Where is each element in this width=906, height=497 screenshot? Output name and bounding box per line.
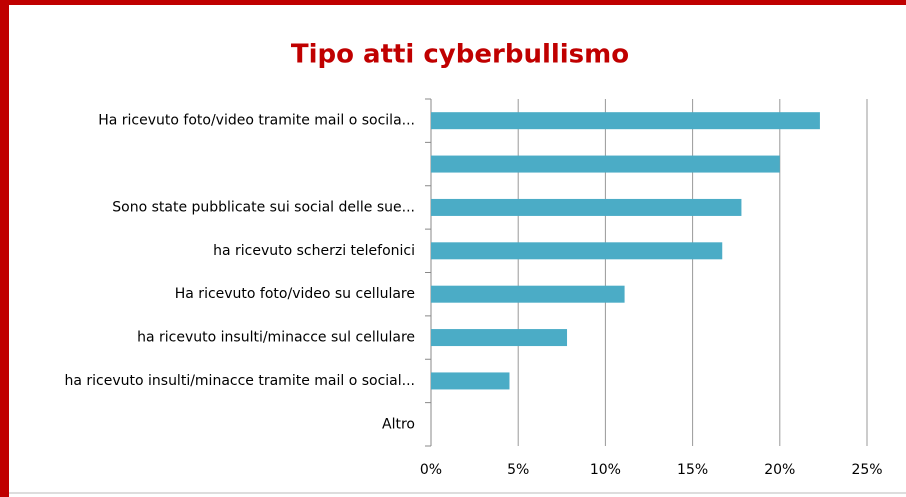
- y-tick-label: Altro: [382, 416, 415, 432]
- x-tick-label: 10%: [590, 462, 621, 478]
- bar: [431, 198, 742, 216]
- y-tick-label: Ha ricevuto foto/video su cellulare: [175, 286, 415, 302]
- bar: [431, 372, 510, 390]
- y-tick-label: ha ricevuto scherzi telefonici: [213, 243, 415, 259]
- bar: [431, 155, 780, 173]
- y-tick-label: ha ricevuto insulti/minacce sul cellular…: [137, 330, 415, 346]
- y-tick-label: Ha ricevuto foto/video tramite mail o so…: [98, 113, 415, 129]
- x-tick-label: 15%: [677, 462, 708, 478]
- x-tick-label: 25%: [851, 462, 882, 478]
- x-tick-label: 0%: [420, 462, 442, 478]
- frame-left: [0, 0, 9, 497]
- y-tick-label: Sono state pubblicate sui social delle s…: [112, 199, 415, 215]
- x-tick-label: 5%: [507, 462, 529, 478]
- chart-title: Tipo atti cyberbullismo: [291, 40, 629, 70]
- y-tick-label: ha ricevuto insulti/minacce tramite mail…: [64, 373, 415, 389]
- bar: [431, 112, 820, 130]
- x-tick-label: 20%: [764, 462, 795, 478]
- bar: [431, 242, 723, 260]
- frame-top: [0, 0, 906, 5]
- bar: [431, 285, 625, 303]
- bar: [431, 329, 568, 347]
